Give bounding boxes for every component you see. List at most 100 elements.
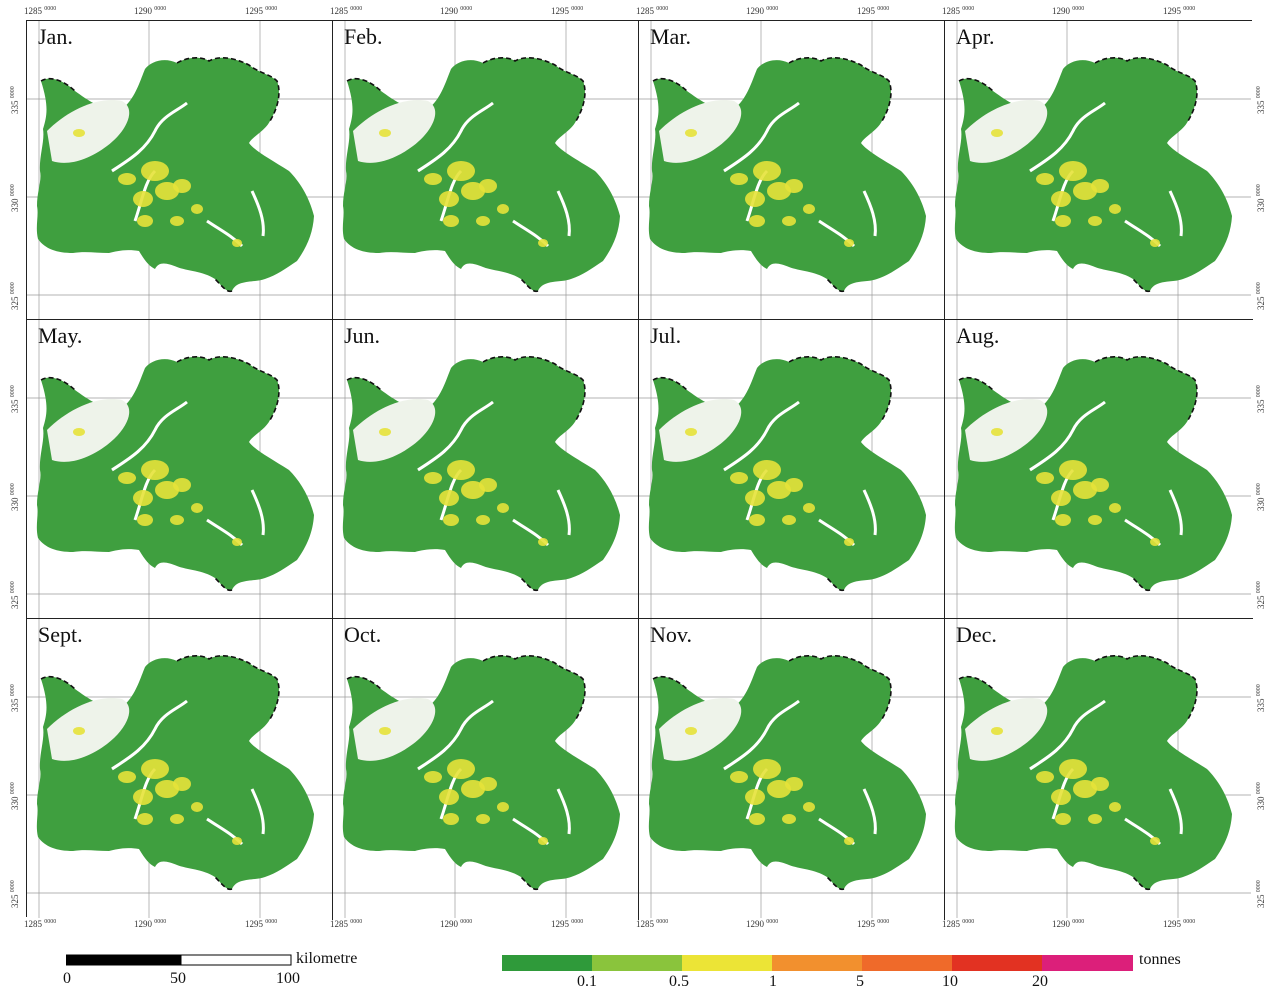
hotspot (173, 777, 191, 791)
hotspot (447, 460, 475, 480)
hotspot (1051, 191, 1071, 207)
white-patch (965, 100, 1048, 163)
month-label: Mar. (650, 24, 691, 49)
white-patch (659, 399, 742, 462)
hotspot (730, 472, 748, 484)
hotspot (424, 173, 442, 185)
hotspot (461, 780, 485, 798)
hotspot (753, 161, 781, 181)
hotspot (767, 780, 791, 798)
hotspot (745, 789, 765, 805)
hotspot (1073, 182, 1097, 200)
boundary-dashed (958, 355, 1198, 592)
hotspot (379, 129, 391, 137)
map-region (27, 619, 332, 918)
hotspot (1073, 481, 1097, 499)
hotspot (685, 428, 697, 436)
hotspot (232, 239, 242, 247)
hotspot (497, 204, 509, 214)
boundary-dashed (346, 355, 586, 592)
hotspot (730, 173, 748, 185)
hotspot (191, 204, 203, 214)
region-shape (648, 655, 926, 890)
hotspot (443, 813, 459, 825)
map-region (639, 21, 944, 319)
scale-label-50: 50 (170, 970, 186, 987)
hotspot (155, 481, 179, 499)
hotspot (133, 490, 153, 506)
x-tick-label: 1295 0000 (551, 6, 584, 16)
region-shape (648, 356, 926, 591)
white-patch (353, 100, 436, 163)
month-label: Aug. (956, 323, 1000, 348)
hotspot (155, 780, 179, 798)
month-label: Dec. (956, 622, 997, 647)
hotspot (479, 777, 497, 791)
map-panel-4: Apr. (945, 21, 1253, 320)
x-tick-label: 1290 0000 (134, 919, 167, 929)
scale-label-0: 0 (63, 970, 71, 987)
map-panel-1: Jan. (27, 21, 333, 320)
x-tick-label: 1285 0000 (636, 6, 669, 16)
hotspot (753, 759, 781, 779)
hotspot (424, 472, 442, 484)
hotspot (782, 216, 796, 226)
boundary-dashed (40, 654, 280, 891)
y-tick-label: 325 0000 (10, 581, 20, 609)
region-shape (36, 655, 315, 890)
hotspot (785, 777, 803, 791)
x-tick-label: 1295 0000 (857, 6, 890, 16)
hotspot (991, 428, 1003, 436)
hotspot (73, 129, 85, 137)
scale-bar-graphic (65, 954, 292, 966)
hotspot (141, 161, 169, 181)
region-shape (342, 57, 620, 292)
hotspot (118, 173, 136, 185)
region-shape (954, 655, 1232, 890)
hotspot (497, 802, 509, 812)
y-tick-label: 330 0000 (10, 184, 20, 212)
x-tick-label: 1285 0000 (330, 919, 363, 929)
x-tick-label: 1290 0000 (440, 919, 473, 929)
white-patch (965, 399, 1048, 462)
hotspot (1059, 759, 1087, 779)
boundary-dashed (958, 56, 1198, 293)
hotspot (538, 538, 548, 546)
month-label: Apr. (956, 24, 995, 49)
boundary-dashed (346, 56, 586, 293)
hotspot (447, 759, 475, 779)
map-region (945, 619, 1251, 918)
map-panel-2: Feb. (333, 21, 639, 320)
map-region (333, 619, 638, 918)
y-tick-label: 335 0000 (10, 684, 20, 712)
region-shape (954, 356, 1232, 591)
hotspot (173, 179, 191, 193)
month-label: Jun. (344, 323, 381, 348)
map-region (333, 320, 638, 618)
month-label: Jan. (38, 24, 73, 49)
hotspot (424, 771, 442, 783)
x-tick-label: 1285 0000 (942, 6, 975, 16)
hotspot (476, 814, 490, 824)
hotspot (745, 490, 765, 506)
legend-unit: tonnes (1139, 951, 1181, 968)
hotspot (191, 503, 203, 513)
white-patch (659, 100, 742, 163)
y-tick-label: 325 0000 (10, 880, 20, 908)
hotspot (170, 216, 184, 226)
hotspot (1150, 239, 1160, 247)
month-label: Feb. (344, 24, 383, 49)
hotspot (173, 478, 191, 492)
hotspot (439, 191, 459, 207)
boundary-dashed (40, 355, 280, 592)
x-tick-label: 1285 0000 (24, 6, 57, 16)
hotspot (476, 515, 490, 525)
hotspot (1055, 514, 1071, 526)
y-tick-label: 330 0000 (1256, 483, 1266, 511)
y-tick-label: 330 0000 (10, 782, 20, 810)
x-tick-label: 1290 0000 (134, 6, 167, 16)
hotspot (137, 215, 153, 227)
hotspot (803, 503, 815, 513)
hotspot (1091, 478, 1109, 492)
y-tick-label: 325 0000 (1256, 880, 1266, 908)
